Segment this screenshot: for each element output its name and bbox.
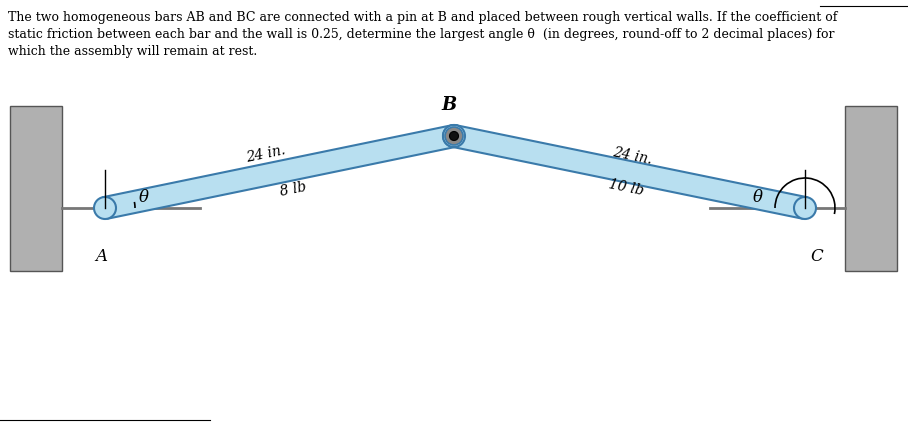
Text: θ: θ	[753, 189, 763, 206]
Text: 24 in.: 24 in.	[612, 145, 654, 167]
Text: C: C	[810, 248, 823, 265]
Text: 10 lb: 10 lb	[607, 177, 645, 198]
Text: The two homogeneous bars AB and BC are connected with a pin at B and placed betw: The two homogeneous bars AB and BC are c…	[8, 11, 837, 24]
Text: B: B	[441, 96, 457, 114]
Text: static friction between each bar and the wall is 0.25, determine the largest ang: static friction between each bar and the…	[8, 28, 834, 41]
Circle shape	[449, 132, 459, 141]
Bar	[10, 106, 62, 271]
Text: which the assembly will remain at rest.: which the assembly will remain at rest.	[8, 45, 257, 58]
Text: θ: θ	[139, 189, 149, 206]
Circle shape	[443, 125, 465, 147]
Text: A: A	[95, 248, 107, 265]
Bar	[845, 106, 897, 271]
Circle shape	[794, 197, 816, 219]
Circle shape	[94, 197, 116, 219]
Text: 8 lb: 8 lb	[278, 180, 307, 199]
Polygon shape	[452, 125, 807, 219]
Circle shape	[445, 127, 463, 145]
Circle shape	[443, 125, 465, 147]
Text: 24 in.: 24 in.	[245, 144, 287, 165]
Polygon shape	[103, 125, 456, 219]
